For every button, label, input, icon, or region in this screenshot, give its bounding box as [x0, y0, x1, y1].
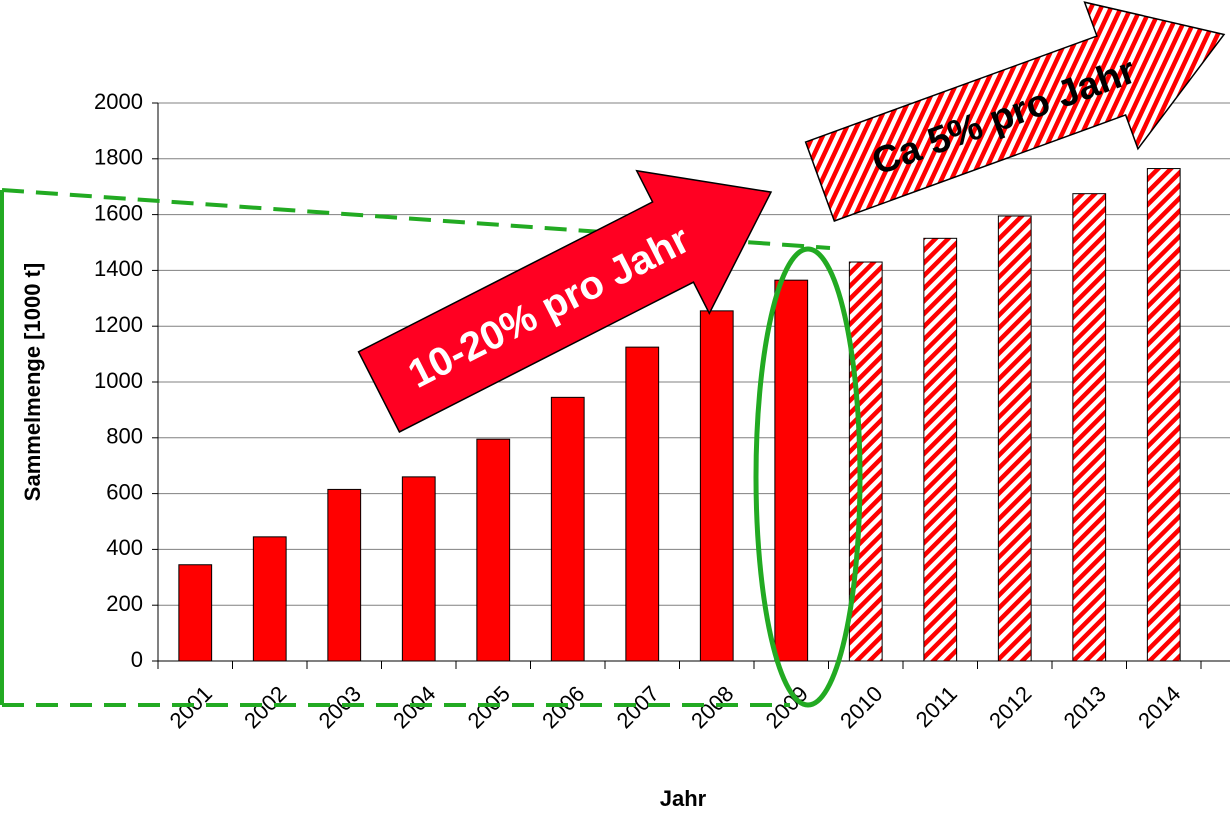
bar	[774, 279, 809, 662]
y-tick-label: 1400	[94, 256, 143, 281]
x-tick-label: 2004	[388, 681, 440, 733]
bar	[848, 261, 883, 662]
x-tick-label: 2010	[835, 681, 887, 733]
x-tick-label: 2005	[463, 681, 515, 733]
bar	[327, 488, 362, 662]
y-axis-label: Sammelmenge [1000 t]	[20, 263, 45, 501]
y-tick-label: 600	[106, 479, 143, 504]
x-tick-label: 2014	[1133, 681, 1185, 733]
x-tick-label: 2006	[537, 681, 589, 733]
bar	[252, 536, 287, 662]
y-tick-label: 0	[131, 647, 143, 672]
y-tick-label: 400	[106, 535, 143, 560]
bar	[923, 237, 958, 662]
bar	[550, 396, 585, 662]
bar	[699, 310, 734, 662]
bar	[625, 346, 660, 662]
x-tick-label: 2012	[984, 681, 1036, 733]
y-tick-label: 1800	[94, 145, 143, 170]
y-tick-label: 200	[106, 591, 143, 616]
x-tick-label: 2007	[612, 681, 664, 733]
y-tick-label: 1000	[94, 368, 143, 393]
bar	[178, 564, 213, 662]
highlight-ellipse	[753, 246, 863, 708]
x-tick-label: 2001	[165, 681, 217, 733]
x-tick-label: 2011	[911, 681, 962, 732]
y-tick-label: 1200	[94, 312, 143, 337]
x-axis-label: Jahr	[660, 786, 707, 811]
bar	[1146, 168, 1181, 662]
bar	[997, 215, 1032, 662]
y-tick-label: 2000	[94, 89, 143, 114]
y-tick-label: 1600	[94, 200, 143, 225]
x-tick-label: 2002	[239, 681, 291, 733]
bar	[1072, 193, 1107, 662]
bar	[401, 476, 436, 662]
x-tick-label: 2008	[686, 681, 738, 733]
x-tick-label: 2003	[314, 681, 366, 733]
x-tick-label: 2013	[1059, 681, 1111, 733]
bar	[476, 438, 511, 662]
y-tick-label: 800	[106, 424, 143, 449]
